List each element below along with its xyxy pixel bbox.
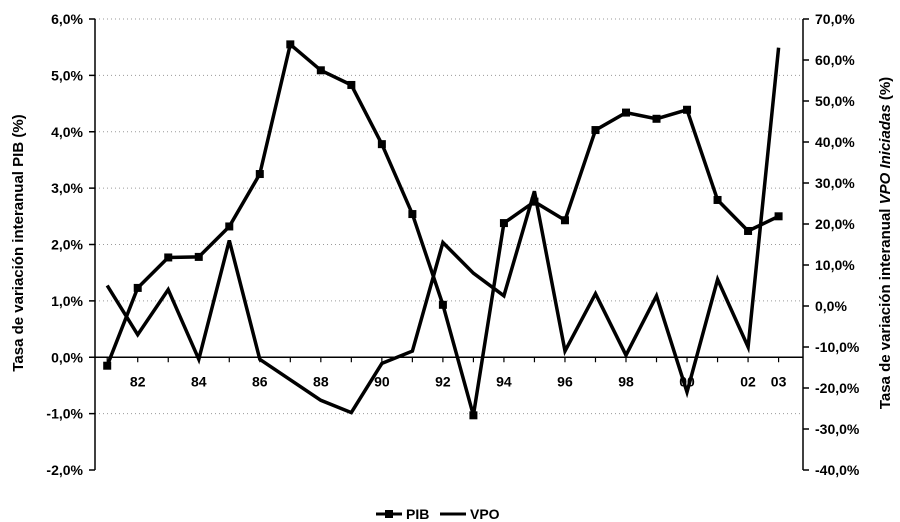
point-pib (347, 80, 356, 89)
point-pib (438, 300, 447, 309)
x-tick-label: 03 (771, 373, 787, 389)
y-left-tick-label: 4,0% (51, 124, 83, 140)
point-pib (286, 40, 295, 49)
y-right-tick-label: -10,0% (815, 339, 860, 355)
point-pib (591, 126, 600, 135)
point-pib (133, 283, 142, 292)
y-right-tick-label: -20,0% (815, 380, 860, 396)
y-right-tick-label: 60,0% (815, 52, 855, 68)
y-right-tick-label: 10,0% (815, 257, 855, 273)
y-left-tick-label: -2,0% (46, 462, 83, 478)
point-pib (774, 212, 783, 221)
y-left-tick-label: 3,0% (51, 180, 83, 196)
y-left-tick-label: 1,0% (51, 293, 83, 309)
point-pib (499, 219, 508, 228)
x-tick-label: 98 (618, 373, 634, 389)
y-right-tick-label: 40,0% (815, 134, 855, 150)
x-tick-label: 90 (374, 373, 390, 389)
point-pib (408, 210, 417, 219)
series-line-vpo (105, 47, 781, 415)
axes (89, 18, 809, 471)
x-tick-label: 96 (557, 373, 573, 389)
point-pib (683, 105, 692, 114)
plot-area (103, 40, 783, 420)
y-left-tick-label: 0,0% (51, 349, 83, 365)
x-tick-label: 84 (191, 373, 207, 389)
point-pib (194, 252, 203, 261)
x-tick-label: 86 (252, 373, 268, 389)
legend-pib-marker (385, 510, 393, 518)
point-pib (225, 222, 234, 231)
legend-item-vpo: VPO (440, 506, 500, 522)
y-right-tick-label: 30,0% (815, 175, 855, 191)
point-pib (377, 140, 386, 149)
point-pib (255, 170, 264, 179)
legend-pib-label: PIB (406, 506, 429, 522)
y-right-tick-label: 50,0% (815, 93, 855, 109)
point-pib (469, 411, 478, 420)
point-pib (713, 195, 722, 204)
y-right-tick-label: -40,0% (815, 462, 860, 478)
point-pib (103, 361, 112, 370)
x-tick-label: 88 (313, 373, 329, 389)
point-pib (530, 197, 539, 206)
y-left-tick-label: -1,0% (46, 406, 83, 422)
legend-item-pib: PIB (376, 506, 429, 522)
legend-vpo-label: VPO (470, 506, 500, 522)
point-pib (560, 216, 569, 225)
y-right-tick-label: 20,0% (815, 216, 855, 232)
y-left-tick-label: 5,0% (51, 67, 83, 83)
y-left-tick-label: 6,0% (51, 11, 83, 27)
point-pib (744, 226, 753, 235)
y-right-tick-label: 70,0% (815, 11, 855, 27)
point-pib (652, 114, 661, 123)
x-tick-label: 02 (740, 373, 756, 389)
y-axis-left-title: Tasa de variación interanual PIB (%) (10, 114, 27, 371)
point-pib (164, 253, 173, 262)
y-axis-right-title: Tasa de variación interanual VPO Iniciad… (877, 77, 894, 409)
point-pib (622, 108, 630, 117)
point-pib (316, 66, 325, 75)
y-right-tick-label: 0,0% (815, 298, 847, 314)
x-tick-label: 92 (435, 373, 451, 389)
tick-labels: -2,0% -1,0% 0,0% 1,0% 2,0% 3,0% 4,0% 5,0% 6,0% -4… (46, 11, 859, 478)
y-right-tick-label: -30,0% (815, 421, 860, 437)
x-tick-label: 94 (496, 373, 512, 389)
x-tick-label: 82 (130, 373, 146, 389)
legend: PIB VPO (376, 506, 500, 522)
y-left-tick-label: 2,0% (51, 237, 83, 253)
